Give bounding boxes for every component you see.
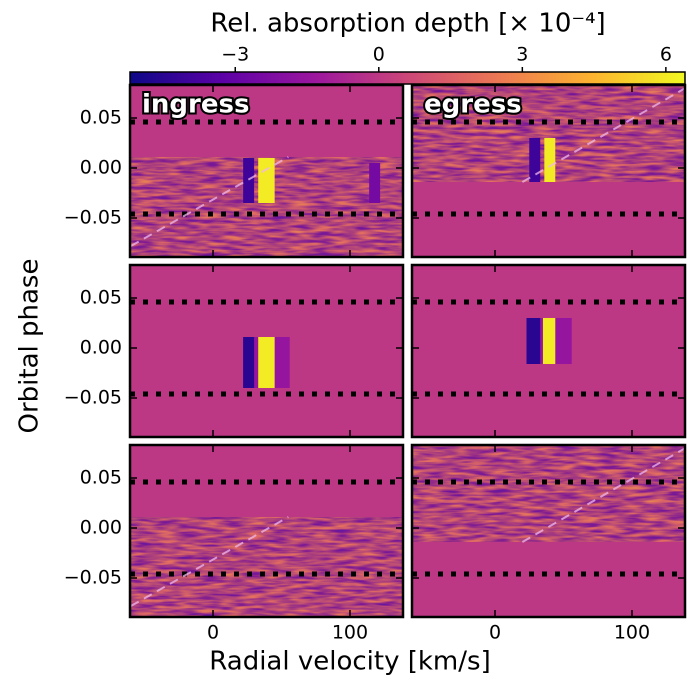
x-tick-label: 0 [489,622,501,644]
y-tick-label: 0.00 [80,517,122,539]
signal [258,158,275,203]
panel-frame [128,263,405,439]
panel [130,445,403,617]
y-tick-label: −0.05 [64,567,122,589]
signal [544,138,556,182]
planet-trail [130,516,289,607]
planet-trail [521,87,685,183]
y-tick-label: 0.05 [80,107,122,129]
y-tick-label: −0.05 [64,387,122,409]
signal [369,163,381,203]
panel-frame [128,443,405,619]
panel-frame [410,263,687,439]
y-tick-label: 0.05 [80,287,122,309]
signal [243,158,255,203]
y-tick-label: 0.00 [80,337,122,359]
data-noise [130,517,403,617]
data-noise [412,445,685,542]
panel-annotation: ingress [142,90,249,120]
panel [130,265,403,437]
panel [412,445,685,617]
x-axis-label: Radial velocity [km/s] [209,647,490,677]
panel-frame [128,83,405,259]
signal [542,318,556,364]
colorbar-label: Rel. absorption depth [× 10⁻⁴] [210,9,605,39]
y-axis-label: Orbital phase [15,259,45,434]
colorbar-tick-label: 6 [660,44,672,66]
y-tick-label: 0.05 [80,467,122,489]
x-tick-label: 100 [332,622,368,644]
x-tick-label: 100 [614,622,650,644]
colorbar-tick-label: 3 [516,44,528,66]
panel [130,85,403,257]
panel-frame [410,443,687,619]
y-tick-label: 0.00 [80,157,122,179]
colorbar-tick-label: 0 [373,44,385,66]
signal [526,318,541,364]
colorbar [129,71,686,85]
planet-trail [521,447,685,543]
planet-trail [130,156,289,247]
colorbar-tick-label: −3 [221,44,249,66]
panel-annotation: egress [424,90,522,120]
x-tick-label: 0 [207,622,219,644]
signal [243,337,255,388]
panel-frame [410,83,687,259]
y-tick-label: −0.05 [64,207,122,229]
signal [529,138,541,182]
panel [412,85,685,257]
signal [258,337,275,388]
panel [412,265,685,437]
